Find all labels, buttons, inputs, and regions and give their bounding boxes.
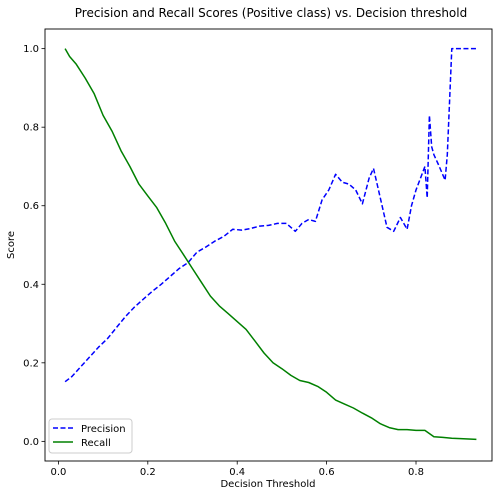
x-tick-label: 0.8 [408, 467, 424, 478]
y-axis-label: Score [6, 231, 17, 259]
y-tick-label: 0.2 [23, 358, 39, 369]
chart-title: Precision and Recall Scores (Positive cl… [75, 6, 467, 20]
legend-recall-label: Recall [81, 438, 111, 449]
y-tick-label: 0.4 [23, 280, 39, 291]
y-tick-label: 1.0 [23, 44, 39, 55]
legend-precision-label: Precision [81, 424, 126, 435]
y-tick-label: 0.6 [23, 201, 39, 212]
y-tick-label: 0.0 [23, 437, 39, 448]
y-tick-label: 0.8 [23, 123, 39, 134]
y-axis-ticks: 0.0 0.2 0.4 0.6 0.8 1.0 [23, 44, 45, 448]
x-tick-label: 0.2 [140, 467, 156, 478]
x-tick-label: 0.0 [50, 467, 66, 478]
precision-line [64, 47, 477, 383]
x-axis-label: Decision Threshold [220, 479, 315, 490]
recall-line [64, 48, 477, 441]
plot-lines [64, 47, 477, 441]
x-axis-ticks: 0.0 0.2 0.4 0.6 0.8 [50, 461, 424, 478]
plot-frame [44, 28, 493, 462]
x-tick-label: 0.6 [319, 467, 335, 478]
legend: Precision Recall [48, 418, 133, 454]
x-tick-label: 0.4 [229, 467, 245, 478]
